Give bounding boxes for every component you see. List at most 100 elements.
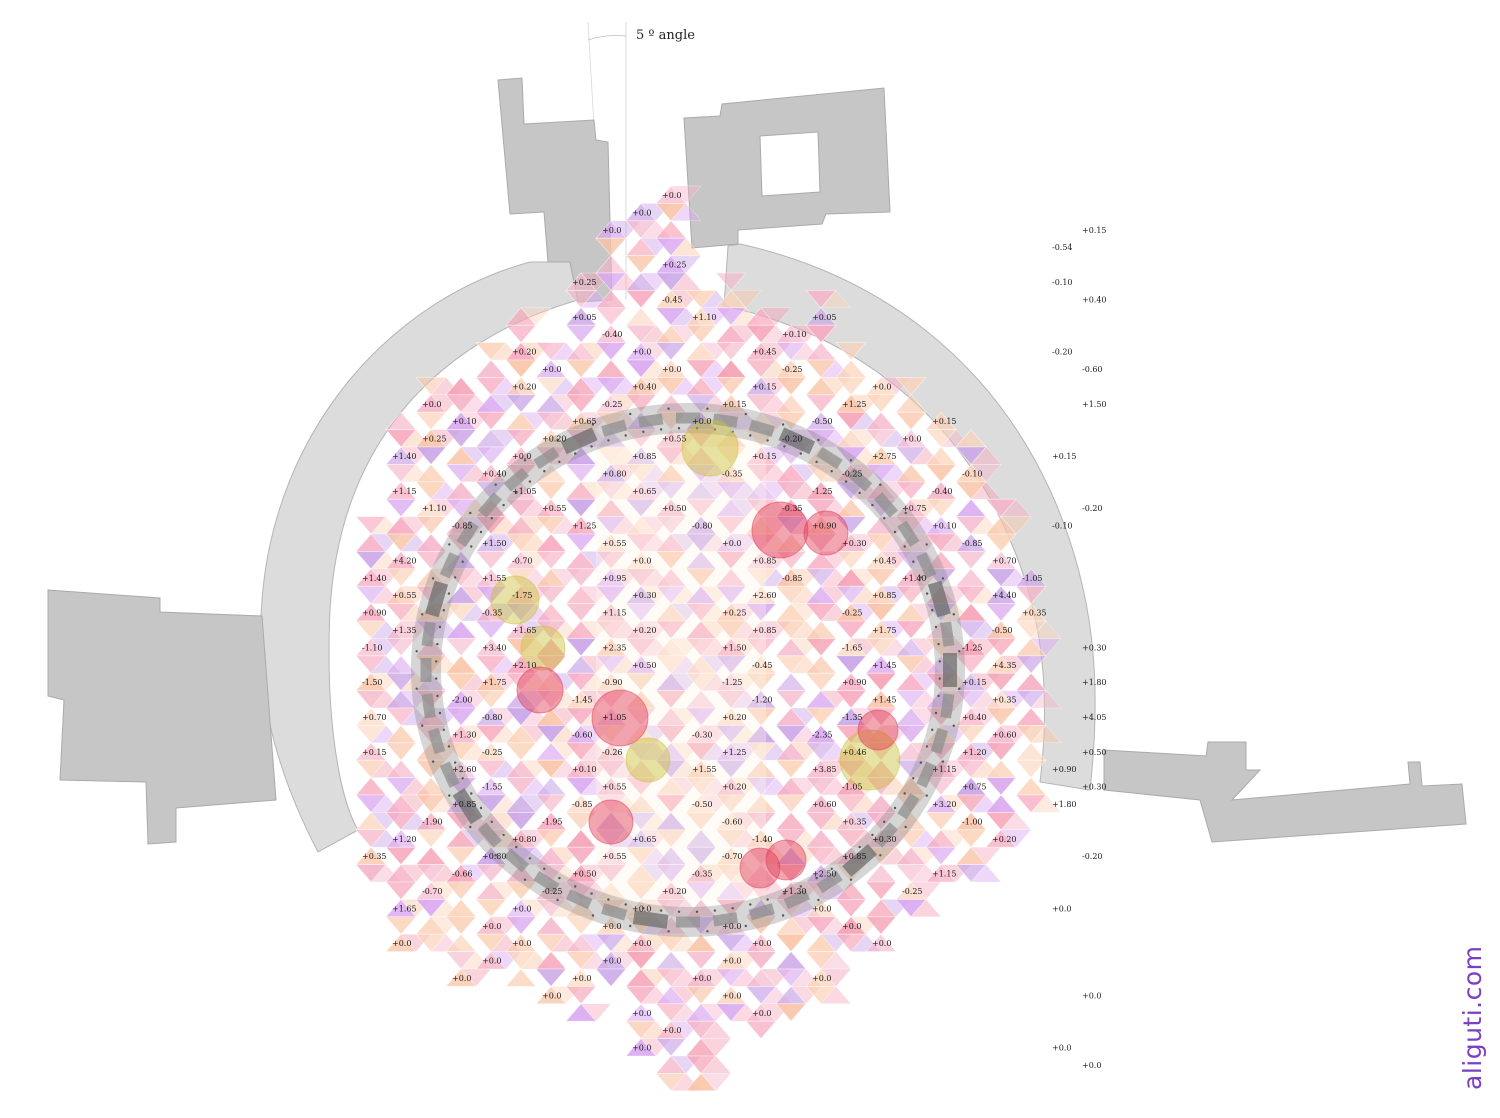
height-tile xyxy=(385,638,417,657)
height-label: -0.45 xyxy=(752,661,773,670)
ring-dot xyxy=(958,687,961,690)
height-label: +0.0 xyxy=(512,452,531,461)
ring-dot xyxy=(629,924,632,928)
height-label: +0.0 xyxy=(662,191,681,200)
height-label: -0.20 xyxy=(1082,504,1103,513)
ring-dot xyxy=(624,434,627,437)
height-tile xyxy=(715,551,747,570)
ring-column xyxy=(748,903,775,921)
height-tile xyxy=(715,794,747,813)
height-label: -0.50 xyxy=(692,800,713,809)
height-label: +0.65 xyxy=(632,835,657,844)
height-tile xyxy=(565,603,597,622)
building-west xyxy=(47,589,277,845)
height-label: +0.20 xyxy=(722,713,747,722)
height-tile xyxy=(565,533,597,552)
ring-dot xyxy=(749,434,752,437)
ring-dot xyxy=(667,407,670,410)
ring-dot xyxy=(438,711,442,715)
height-tile xyxy=(730,290,762,309)
height-tile xyxy=(955,725,987,744)
ring-dot xyxy=(543,470,546,473)
ring-dot xyxy=(454,576,457,579)
height-label: +1.50 xyxy=(482,539,507,548)
ring-dot xyxy=(937,642,940,646)
height-tile xyxy=(595,585,627,605)
ring-dot xyxy=(937,694,940,698)
height-label: -0.45 xyxy=(662,295,683,304)
height-label: -0.60 xyxy=(722,817,743,826)
ring-dot xyxy=(849,459,853,462)
ring-column xyxy=(439,552,460,579)
red-highlight-circle xyxy=(591,689,649,747)
height-tile xyxy=(595,359,627,378)
height-tile xyxy=(985,707,1017,726)
height-label: +0.80 xyxy=(512,835,537,844)
height-tile xyxy=(475,620,507,639)
height-label: -0.20 xyxy=(1082,852,1103,861)
height-tile xyxy=(445,429,477,448)
height-label: +0.95 xyxy=(602,574,627,583)
ring-dot xyxy=(515,491,518,495)
height-tile xyxy=(955,551,987,570)
height-label: +1.45 xyxy=(872,661,897,670)
height-tile xyxy=(715,446,747,465)
ring-column xyxy=(816,870,843,894)
height-tile xyxy=(745,707,777,726)
height-label: +0.0 xyxy=(482,957,501,966)
ring-dot xyxy=(461,777,464,780)
height-tile xyxy=(535,829,567,848)
height-label: +4.35 xyxy=(992,661,1017,670)
height-tile xyxy=(595,725,627,744)
height-label: +0.20 xyxy=(542,435,567,444)
height-tile xyxy=(835,655,867,674)
height-label: +1.50 xyxy=(1082,400,1107,409)
height-label: +0.15 xyxy=(932,417,957,426)
height-label: +0.40 xyxy=(482,469,507,478)
height-tile xyxy=(475,481,507,500)
height-tile xyxy=(625,429,657,448)
ring-dot xyxy=(871,833,874,837)
height-label: +0.50 xyxy=(632,661,657,670)
height-label: +1.05 xyxy=(602,713,627,722)
height-label: +0.05 xyxy=(572,313,597,322)
height-label: +0.50 xyxy=(662,504,687,513)
height-tile xyxy=(805,324,837,344)
height-tile xyxy=(985,533,1017,552)
red-highlight-circle xyxy=(765,839,807,881)
height-tile xyxy=(475,690,507,709)
height-tile xyxy=(595,968,627,987)
height-label: +0.20 xyxy=(632,626,657,635)
height-label: -2.35 xyxy=(812,730,833,739)
ring-dot xyxy=(415,687,418,690)
height-tile xyxy=(925,846,957,866)
height-label: +3.85 xyxy=(812,765,837,774)
ring-dot xyxy=(502,833,505,837)
height-tile xyxy=(970,464,1002,483)
height-label: +0.45 xyxy=(752,348,777,357)
height-label: -0.26 xyxy=(602,748,623,757)
height-tile xyxy=(655,342,687,361)
height-tile xyxy=(865,394,897,413)
height-label: -1.45 xyxy=(572,696,593,705)
height-label: -1.25 xyxy=(812,487,833,496)
ring-dot xyxy=(783,445,786,448)
ring-dot xyxy=(706,407,709,410)
height-label: +0.85 xyxy=(752,626,777,635)
height-label: -0.80 xyxy=(482,713,503,722)
ring-dot xyxy=(883,517,886,520)
height-tile xyxy=(505,394,537,413)
height-tile xyxy=(685,951,717,970)
red-highlight-circle xyxy=(857,709,899,751)
height-tile xyxy=(985,638,1017,657)
ring-dot xyxy=(574,452,577,455)
ring-dot xyxy=(749,903,752,906)
height-tile xyxy=(475,899,507,918)
height-label: +1.20 xyxy=(392,835,417,844)
height-tile xyxy=(925,464,957,483)
height-tile xyxy=(970,864,1002,883)
height-tile xyxy=(385,498,417,518)
height-label: +0.10 xyxy=(452,417,477,426)
height-tile xyxy=(775,690,807,709)
ring-dot xyxy=(435,677,438,680)
